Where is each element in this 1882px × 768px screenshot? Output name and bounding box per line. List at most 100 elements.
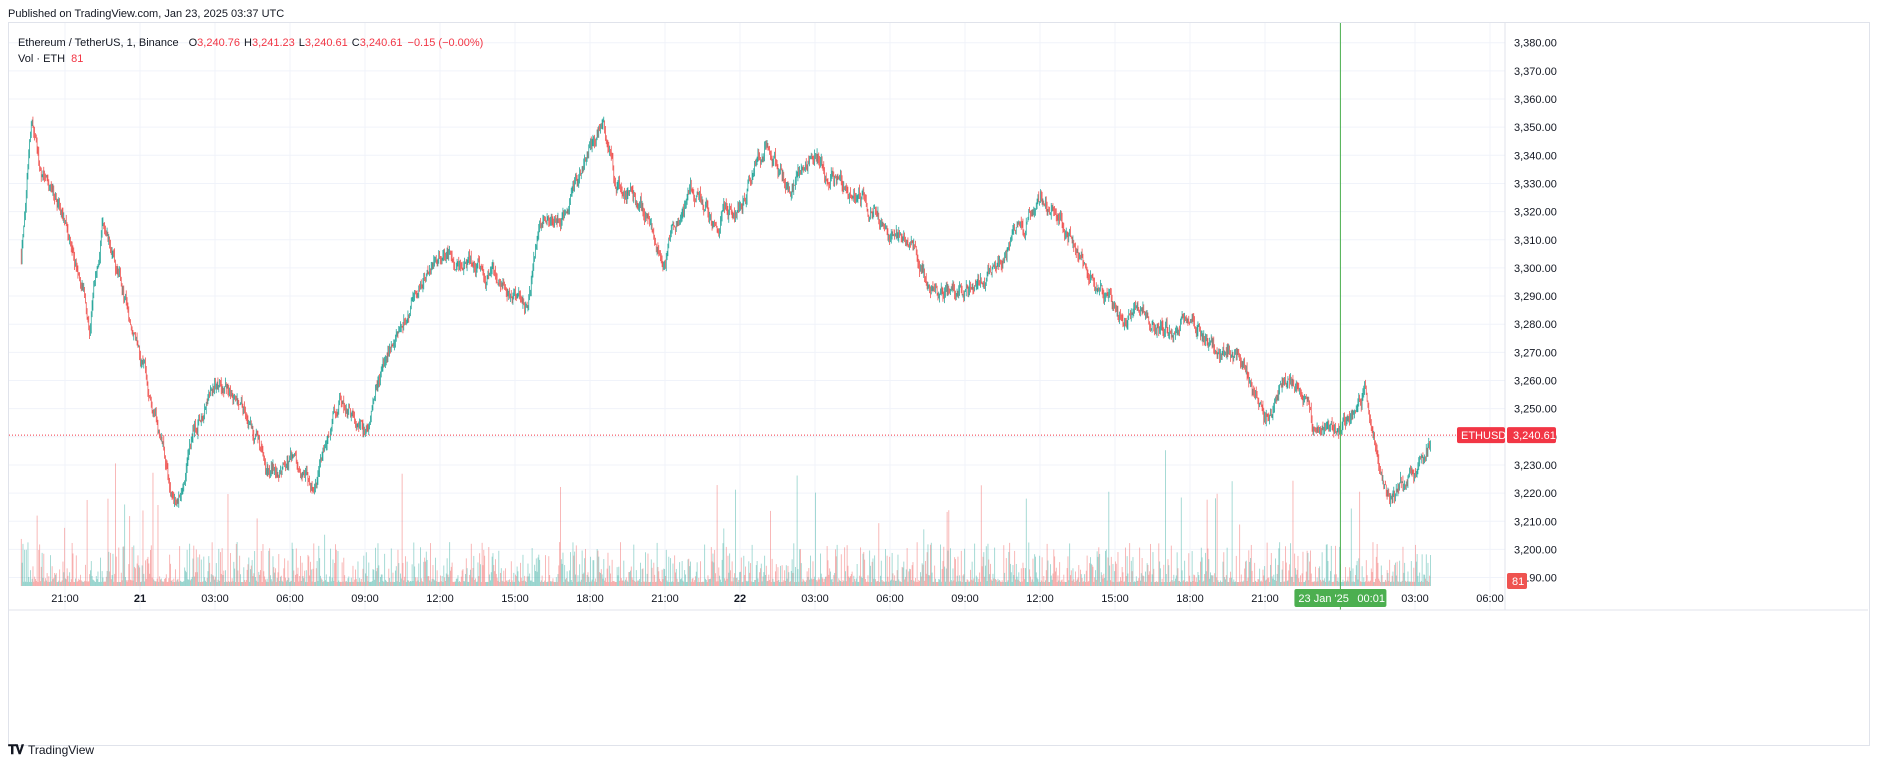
volume-bar (740, 571, 741, 586)
volume-bar (628, 572, 630, 586)
volume-bar (823, 581, 825, 586)
volume-bar (582, 574, 584, 586)
volume-bar (102, 577, 104, 586)
volume-bar (350, 577, 352, 586)
volume-label[interactable]: Vol · ETH (18, 53, 66, 65)
volume-bar (1395, 575, 1397, 586)
volume-bar (850, 576, 851, 586)
volume-bar (1345, 567, 1346, 586)
volume-bar (33, 581, 35, 586)
volume-bar (930, 542, 932, 586)
volume-bar (160, 578, 162, 586)
volume-bar (1148, 574, 1150, 586)
volume-bar (80, 580, 82, 586)
volume-bar (1348, 581, 1350, 586)
volume-bar (447, 574, 449, 586)
symbol-title[interactable]: Ethereum / TetherUS, 1, Binance (18, 37, 179, 49)
volume-bar (751, 544, 753, 586)
volume-bar (1107, 557, 1109, 586)
volume-bar (262, 544, 264, 586)
volume-bar (268, 550, 270, 586)
volume-bar (527, 563, 529, 586)
volume-bar (74, 581, 76, 586)
volume-bar (1095, 579, 1097, 586)
volume-bar (1285, 562, 1287, 586)
volume-bar (548, 556, 550, 586)
volume-bar (165, 574, 167, 586)
volume-bar (640, 562, 641, 586)
volume-bar (793, 543, 795, 586)
volume-bar (165, 578, 166, 586)
volume-bar (171, 579, 173, 586)
volume-bar (704, 544, 706, 586)
volume-bar (1282, 561, 1284, 586)
volume-bar (101, 571, 103, 586)
volume-bar (1057, 575, 1059, 586)
volume-bar (955, 581, 957, 586)
volume-bar (990, 563, 991, 586)
volume-bar (1181, 570, 1183, 586)
chart-frame[interactable] (8, 22, 1870, 746)
volume-bar (432, 565, 434, 586)
volume-bar (791, 559, 793, 586)
volume-bar (362, 568, 364, 586)
volume-bar (408, 580, 410, 586)
price-axis[interactable]: 3,380.003,370.003,360.003,350.003,340.00… (1504, 23, 1557, 610)
volume-bar (248, 557, 250, 586)
volume-bar (1224, 577, 1226, 586)
volume-bar (1184, 560, 1186, 586)
volume-bar (667, 581, 669, 586)
volume-bar (962, 575, 964, 586)
volume-bar (55, 573, 57, 586)
volume-bar (247, 564, 249, 586)
volume-bar (1350, 508, 1352, 586)
volume-bar (615, 581, 616, 586)
volume-bar (142, 510, 144, 586)
volume-bar (213, 576, 215, 586)
volume-bar (1385, 581, 1387, 586)
volume-bar (1153, 568, 1155, 586)
volume-bar (386, 581, 388, 586)
volume-bar (1175, 575, 1177, 586)
time-axis[interactable]: 21:00 21 03:00 06:00 09:00 12:00 15:00 18:00 21:… (9, 593, 1868, 611)
volume-bar (956, 575, 958, 586)
volume-bar (84, 580, 86, 586)
volume-bar (701, 581, 703, 586)
volume-bar (506, 580, 508, 586)
volume-bar (1307, 552, 1309, 586)
volume-bar (1037, 579, 1039, 586)
volume-bar (996, 581, 998, 586)
volume-bar (1279, 542, 1281, 586)
volume-bar (1406, 581, 1408, 586)
volume-bar (361, 581, 363, 586)
volume-bar (915, 581, 917, 586)
volume-bar (1015, 579, 1016, 586)
published-notice: Published on TradingView.com, Jan 23, 20… (8, 8, 285, 20)
volume-bar (637, 580, 639, 586)
volume-bar (545, 555, 546, 586)
volume-bar (714, 549, 716, 586)
volume-bar (544, 580, 546, 586)
volume-bar (1075, 571, 1076, 586)
volume-bar (410, 580, 411, 586)
volume-bar (680, 579, 681, 586)
volume-bar (403, 580, 405, 586)
volume-bar (300, 555, 301, 586)
volume-bar (1020, 581, 1021, 586)
volume-bar (870, 581, 872, 586)
volume-bar (550, 581, 552, 586)
volume-bar (540, 581, 541, 586)
volume-bar (358, 581, 360, 586)
volume-bar (828, 574, 830, 586)
volume-bar (523, 580, 525, 586)
volume-bar (1242, 581, 1244, 586)
volume-bar (73, 581, 75, 586)
volume-bar (339, 581, 341, 586)
volume-bar (880, 575, 881, 586)
volume-bar (965, 581, 966, 586)
volume-bar (253, 573, 255, 586)
volume-bar (752, 581, 754, 586)
volume-bar (1305, 571, 1307, 586)
volume-bar (1094, 577, 1096, 586)
